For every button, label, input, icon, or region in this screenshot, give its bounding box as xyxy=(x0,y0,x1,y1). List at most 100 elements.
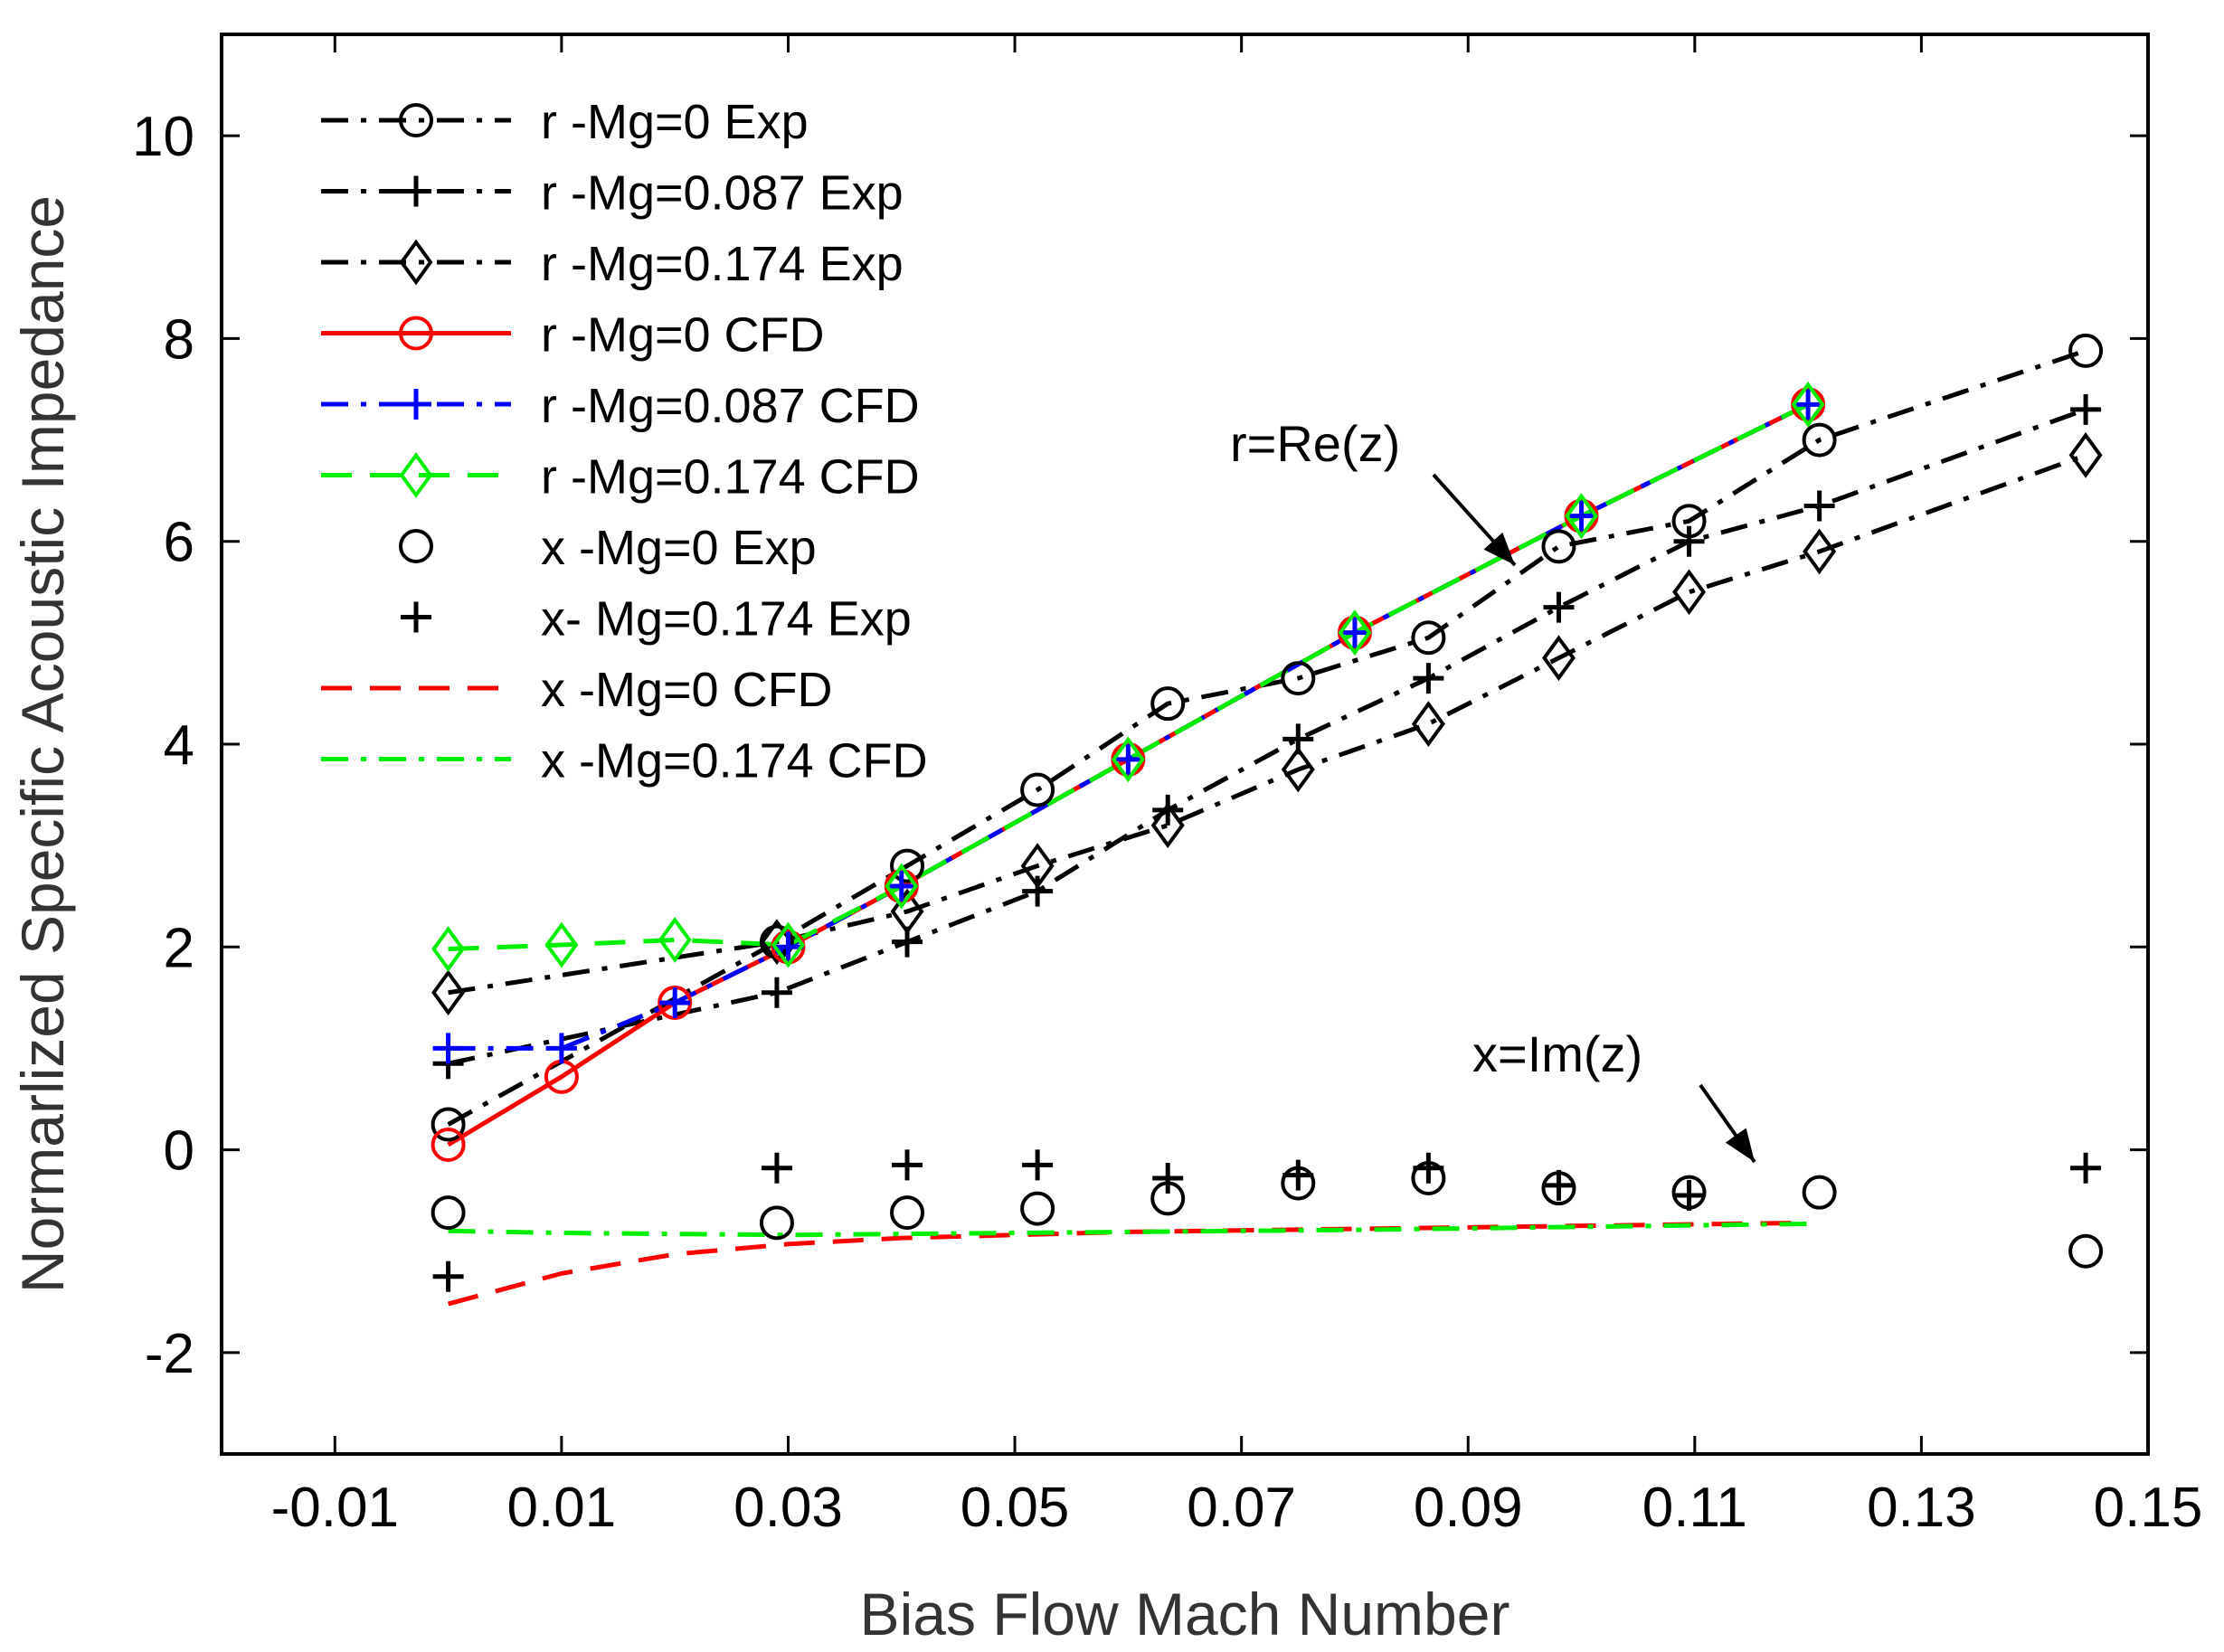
data-point-2-4 xyxy=(1150,802,1185,849)
axes-layer: -0.01 0.01 0.03 0.05 0.07 0.09 0.11 0.13 0.15 -2 0… xyxy=(132,33,2203,1539)
data-point-5-6 xyxy=(1338,609,1372,656)
data-point-1-6 xyxy=(1413,663,1444,694)
data-point-2-7 xyxy=(1541,635,1576,682)
data-point-7-5 xyxy=(1282,1159,1314,1191)
series-line-8 xyxy=(447,1220,1809,1307)
data-point-5-8 xyxy=(1791,381,1825,428)
data-point-2-10 xyxy=(2068,431,2103,478)
x-tick-label: 0.03 xyxy=(733,1477,843,1539)
series-line-1 xyxy=(448,407,2087,1066)
legend-label-9: x -Mg=0.174 CFD xyxy=(541,734,928,788)
marker-layer xyxy=(431,333,2104,1292)
legend-marker-7 xyxy=(401,601,431,633)
series-line-9 xyxy=(448,1221,1809,1238)
data-point-5-7 xyxy=(1565,493,1599,540)
data-point-2-6 xyxy=(1411,701,1445,747)
legend-marker-2 xyxy=(399,239,433,286)
annotation-arrowhead-0 xyxy=(1483,532,1515,565)
data-point-2-5 xyxy=(1281,746,1315,793)
x-axis-title: Bias Flow Mach Number xyxy=(860,1581,1510,1647)
data-point-2-3 xyxy=(1020,843,1055,889)
data-point-4-1 xyxy=(545,1033,577,1064)
data-point-4-0 xyxy=(432,1033,464,1064)
legend-marker-3 xyxy=(399,316,433,351)
y-tick-label: 0 xyxy=(164,1120,194,1183)
data-point-5-2 xyxy=(658,917,692,963)
data-point-7-9 xyxy=(2070,1152,2102,1184)
data-point-4-5 xyxy=(1112,743,1144,775)
data-point-4-6 xyxy=(1339,617,1370,648)
data-point-5-3 xyxy=(771,921,805,968)
y-tick-label: 8 xyxy=(164,308,194,371)
data-point-4-7 xyxy=(1566,500,1597,532)
legend-label-3: r -Mg=0 CFD xyxy=(541,308,825,363)
series-line-2 xyxy=(448,453,2087,996)
legend-label-8: x -Mg=0 CFD xyxy=(541,663,833,717)
data-point-7-6 xyxy=(1413,1152,1444,1184)
data-point-0-4 xyxy=(1150,686,1186,722)
annotation-arrowhead-1 xyxy=(1725,1128,1755,1162)
data-point-2-8 xyxy=(1672,569,1707,616)
x-tick-label: 0.05 xyxy=(961,1477,1070,1539)
legend-label-0: r -Mg=0 Exp xyxy=(541,95,809,149)
data-point-6-9 xyxy=(1802,1175,1837,1210)
data-point-1-3 xyxy=(1022,875,1054,907)
data-point-4-4 xyxy=(885,871,917,902)
y-tick-label: 10 xyxy=(132,106,194,168)
data-point-4-8 xyxy=(1793,389,1824,420)
data-point-4-2 xyxy=(659,986,691,1018)
data-point-5-0 xyxy=(431,926,466,972)
legend-label-5: r -Mg=0.174 CFD xyxy=(541,450,920,505)
data-point-6-10 xyxy=(2068,1233,2104,1269)
legend-marker-4 xyxy=(401,389,431,420)
data-point-6-0 xyxy=(431,1195,466,1231)
data-point-2-0 xyxy=(431,969,466,1016)
data-point-5-1 xyxy=(544,921,579,968)
legend-marker-0 xyxy=(399,103,433,137)
legend-label-1: r -Mg=0.087 Exp xyxy=(541,166,904,221)
y-tick-label: 4 xyxy=(164,714,194,777)
x-tick-label: 0.09 xyxy=(1414,1477,1523,1539)
data-point-0-9 xyxy=(1802,422,1837,458)
annotation-layer: r=Re(z) x=Im(z) xyxy=(1230,415,1756,1164)
data-point-0-0 xyxy=(431,1107,466,1142)
data-point-0-3 xyxy=(1020,772,1055,807)
x-tick-label: -0.01 xyxy=(271,1477,399,1539)
data-point-7-4 xyxy=(1152,1162,1184,1194)
data-point-1-7 xyxy=(1543,591,1575,623)
data-point-7-1 xyxy=(761,1152,792,1184)
legend-marker-5 xyxy=(399,452,433,498)
data-point-7-2 xyxy=(892,1149,923,1181)
series-line-0 xyxy=(447,348,2087,1127)
data-point-5-5 xyxy=(1111,736,1145,783)
y-axis-title: Normarlized Specific Acoustic Impedance xyxy=(9,195,76,1293)
annotation-label-0: r=Re(z) xyxy=(1230,415,1400,472)
data-point-1-4 xyxy=(1152,794,1184,826)
x-tick-label: 0.11 xyxy=(1642,1477,1747,1539)
data-point-0-7 xyxy=(1541,529,1576,564)
data-point-0-6 xyxy=(1411,620,1446,656)
data-point-0-5 xyxy=(1281,661,1316,696)
legend-label-2: r -Mg=0.174 Exp xyxy=(541,237,904,291)
data-point-4-3 xyxy=(772,931,804,963)
data-point-5-4 xyxy=(885,863,919,910)
data-point-7-3 xyxy=(1022,1149,1054,1181)
x-tick-label: 0.15 xyxy=(2094,1477,2203,1539)
data-point-6-3 xyxy=(1020,1191,1055,1226)
data-point-0-10 xyxy=(2068,333,2104,368)
legend-label-6: x -Mg=0 Exp xyxy=(541,521,817,575)
data-point-2-2 xyxy=(890,888,924,935)
y-tick-label: 2 xyxy=(164,917,194,979)
data-point-6-1 xyxy=(759,1205,794,1241)
data-point-6-2 xyxy=(890,1195,925,1231)
plot-area: r=Re(z) x=Im(z) xyxy=(431,333,2104,1307)
data-point-1-8 xyxy=(1673,525,1705,557)
data-point-0-2 xyxy=(890,848,925,883)
legend-label-7: x- Mg=0.174 Exp xyxy=(541,592,912,647)
data-point-7-0 xyxy=(432,1260,464,1292)
data-point-1-1 xyxy=(761,977,792,1008)
data-point-1-9 xyxy=(1803,490,1835,522)
y-tick-label: -2 xyxy=(145,1323,194,1385)
